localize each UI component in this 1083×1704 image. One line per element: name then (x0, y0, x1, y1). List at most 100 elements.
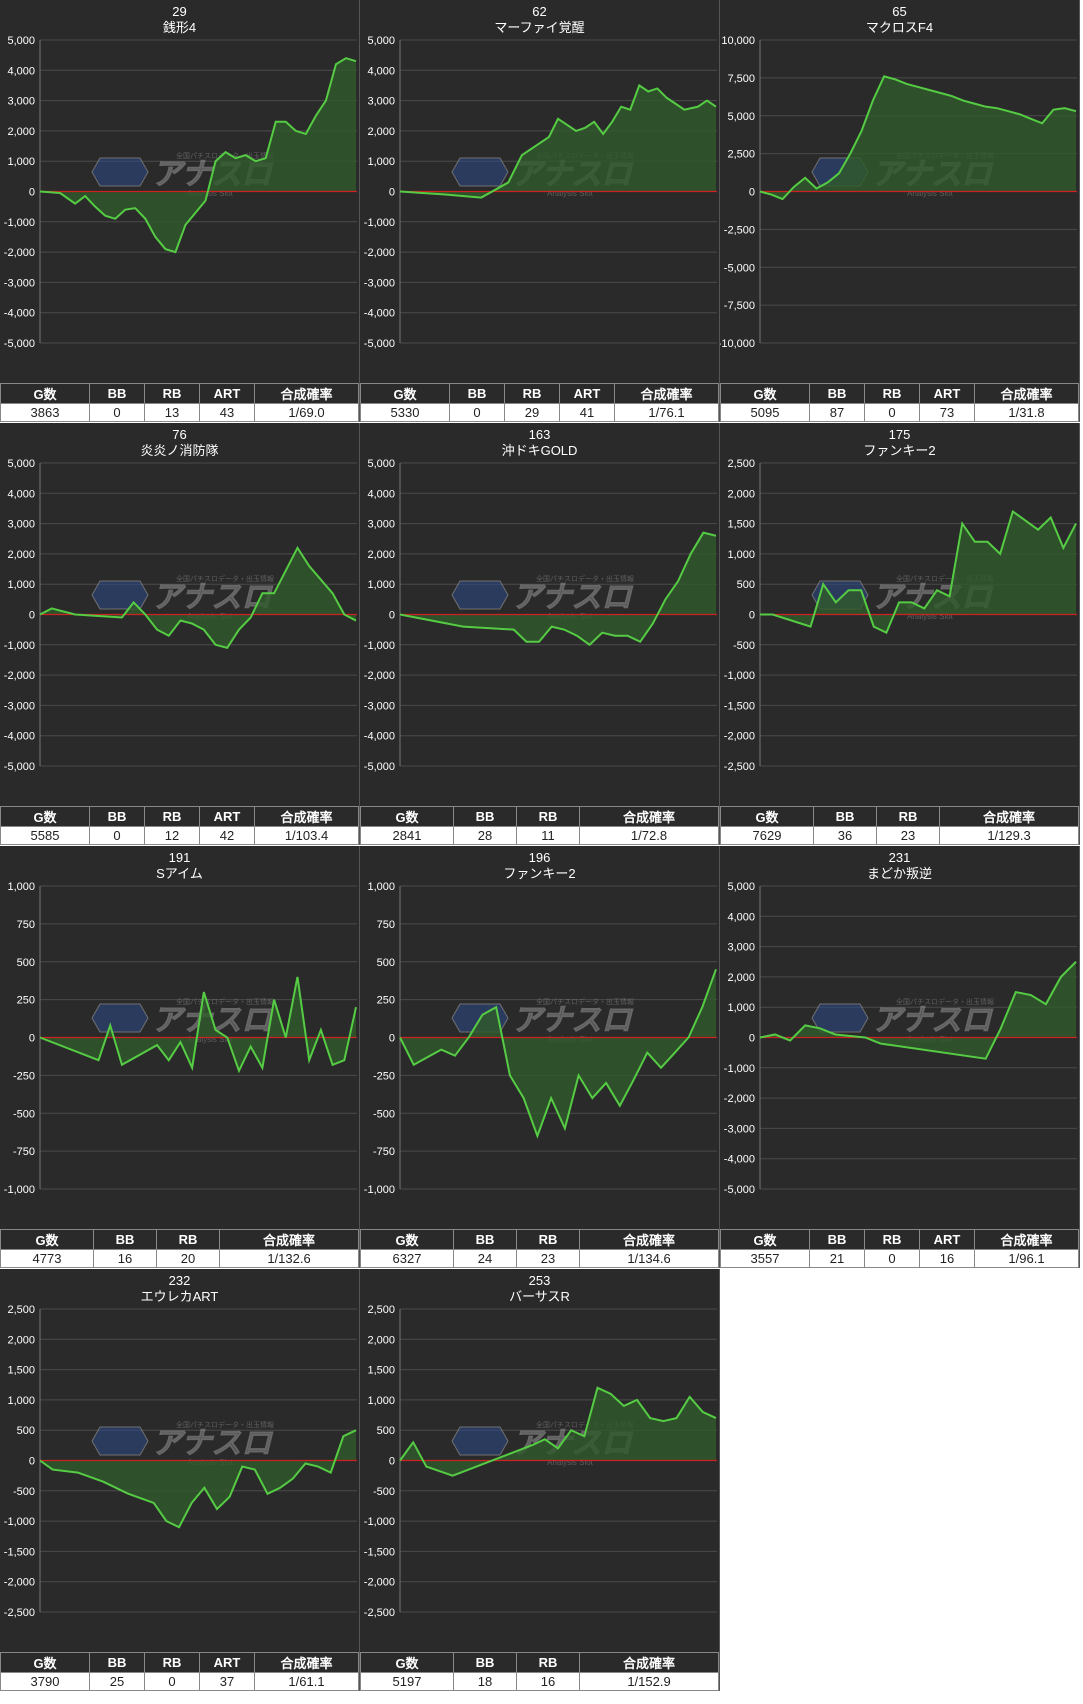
y-tick-label: 2,500 (727, 149, 755, 161)
machine-number: 76 (172, 427, 187, 442)
stats-header: G数 (360, 1229, 454, 1250)
y-tick-label: 1,000 (727, 1002, 755, 1014)
series-line (399, 1386, 717, 1477)
stats-header: ART (919, 1229, 975, 1250)
stats-value: 1/103.4 (254, 826, 359, 845)
stats-value: 0 (864, 403, 920, 422)
stats-header: RB (156, 1229, 220, 1250)
stats-header: G数 (360, 1652, 454, 1673)
stats-header: RB (864, 1229, 920, 1250)
y-tick-label: -1,000 (4, 217, 35, 229)
line-chart: 2,500 2,000 1,500 1,000 500 0 -500 -1,000 -1,500… (4, 1304, 357, 1619)
machine-panel: 62 マーファイ覚醒 5,000 4,000 3,000 2,000 1,000 0 -1,00… (360, 0, 720, 422)
y-tick-label: 4,000 (367, 65, 395, 77)
stats-value: 13 (144, 403, 200, 422)
line-chart: 2,500 2,000 1,500 1,000 500 0 -500 -1,000 -1,500… (364, 1304, 717, 1619)
y-tick-label: -1,500 (364, 1546, 395, 1558)
stats-header: 合成確率 (254, 383, 359, 404)
y-tick-label: 1,500 (7, 1365, 35, 1377)
logo-hexagon-icon (91, 1003, 149, 1033)
y-tick-label: -250 (13, 1070, 35, 1082)
stats-value: 4773 (0, 1249, 94, 1268)
stats-table: G数 BB RB ART 合成確率 3863 0 13 43 1/69.0 (0, 383, 359, 422)
series-line (760, 509, 1077, 635)
machine-panel: 29 銭形4 5,000 4,000 3,000 2,000 1,000 0 -1,000 -2,… (0, 0, 360, 422)
y-tick-label: -2,000 (4, 670, 35, 682)
y-tick-label: -2,000 (4, 1577, 35, 1589)
y-tick-label: 0 (749, 1033, 755, 1045)
stats-header: BB (809, 1229, 865, 1250)
line-chart: 5,000 4,000 3,000 2,000 1,000 0 -1,000 -2,000 -3… (364, 35, 717, 350)
stats-value: 16 (93, 1249, 157, 1268)
y-tick-label: -2,000 (724, 731, 755, 743)
machine-number: 62 (532, 4, 547, 19)
stats-header: G数 (360, 806, 454, 827)
stats-table: G数 BB RB ART 合成確率 3557 21 0 16 1/96.1 (720, 1229, 1079, 1268)
stats-header: G数 (0, 1229, 94, 1250)
y-tick-label: 0 (389, 1456, 395, 1468)
y-tick-label: -3,000 (4, 277, 35, 289)
series-line (39, 57, 357, 254)
machine-panel: 65 マクロスF4 10,000 7,500 5,000 2,500 0 -2,500 -5,0… (720, 0, 1080, 422)
machine-number: 65 (892, 4, 907, 19)
y-tick-label: 4,000 (367, 488, 395, 500)
stats-value: 1/96.1 (974, 1249, 1079, 1268)
watermark-tagline: 全国パチスロデータ・出玉情報 (536, 574, 634, 583)
y-tick-label: 250 (17, 995, 35, 1007)
y-tick-label: 5,000 (727, 881, 755, 893)
y-tick-label: 3,000 (367, 519, 395, 531)
y-tick-label: 5,000 (367, 35, 395, 47)
y-tick-label: 5,000 (7, 458, 35, 470)
y-tick-label: 1,000 (727, 549, 755, 561)
stats-value: 73 (919, 403, 975, 422)
y-tick-label: -3,000 (724, 1123, 755, 1135)
y-tick-label: 0 (29, 187, 35, 199)
stats-header: ART (199, 383, 255, 404)
y-tick-label: 3,000 (7, 96, 35, 108)
y-tick-label: 2,000 (367, 126, 395, 138)
y-tick-label: -2,000 (364, 1577, 395, 1589)
y-tick-label: -4,000 (4, 731, 35, 743)
line-chart: 5,000 4,000 3,000 2,000 1,000 0 -1,000 -2,000 -3… (364, 458, 717, 773)
stats-value: 1/129.3 (939, 826, 1079, 845)
y-tick-label: -2,000 (364, 247, 395, 259)
stats-value: 5585 (0, 826, 90, 845)
stats-value: 3863 (0, 403, 90, 422)
stats-value: 2841 (360, 826, 454, 845)
y-tick-label: 2,000 (727, 488, 755, 500)
y-tick-label: -2,500 (724, 761, 755, 773)
y-tick-label: -2,500 (4, 1607, 35, 1619)
y-tick-label: -5,000 (724, 262, 755, 274)
stats-header: RB (144, 383, 200, 404)
y-tick-label: 750 (377, 919, 395, 931)
stats-value: 0 (89, 403, 145, 422)
watermark-text: アナスロ (872, 1004, 993, 1037)
y-tick-label: 0 (29, 610, 35, 622)
y-tick-label: -500 (373, 1108, 395, 1120)
stats-value: 0 (144, 1672, 200, 1691)
y-tick-label: 250 (377, 995, 395, 1007)
stats-value: 1/72.8 (579, 826, 719, 845)
y-tick-label: 750 (17, 919, 35, 931)
watermark-tagline: 全国パチスロデータ・出玉情報 (176, 1420, 274, 1429)
machine-number: 231 (888, 850, 911, 865)
y-tick-label: 0 (389, 187, 395, 199)
y-tick-label: -2,500 (724, 224, 755, 236)
stats-header: ART (199, 1652, 255, 1673)
series-line (759, 75, 1077, 201)
stats-header: RB (144, 1652, 200, 1673)
watermark-subtext: Analysis Slot (547, 189, 594, 198)
stats-header: 合成確率 (254, 806, 359, 827)
machine-number: 253 (528, 1273, 551, 1288)
machine-name: マーファイ覚醒 (494, 20, 585, 35)
y-tick-label: 2,000 (7, 549, 35, 561)
y-tick-label: -1,500 (724, 700, 755, 712)
watermark-subtext: Analysis Slot (547, 1458, 594, 1467)
y-tick-label: 2,500 (367, 1304, 395, 1316)
stats-value: 6327 (360, 1249, 454, 1268)
y-tick-label: 500 (377, 957, 395, 969)
y-tick-label: 1,000 (367, 1395, 395, 1407)
stats-value: 1/76.1 (614, 403, 719, 422)
stats-value: 20 (156, 1249, 220, 1268)
stats-header: 合成確率 (219, 1229, 359, 1250)
